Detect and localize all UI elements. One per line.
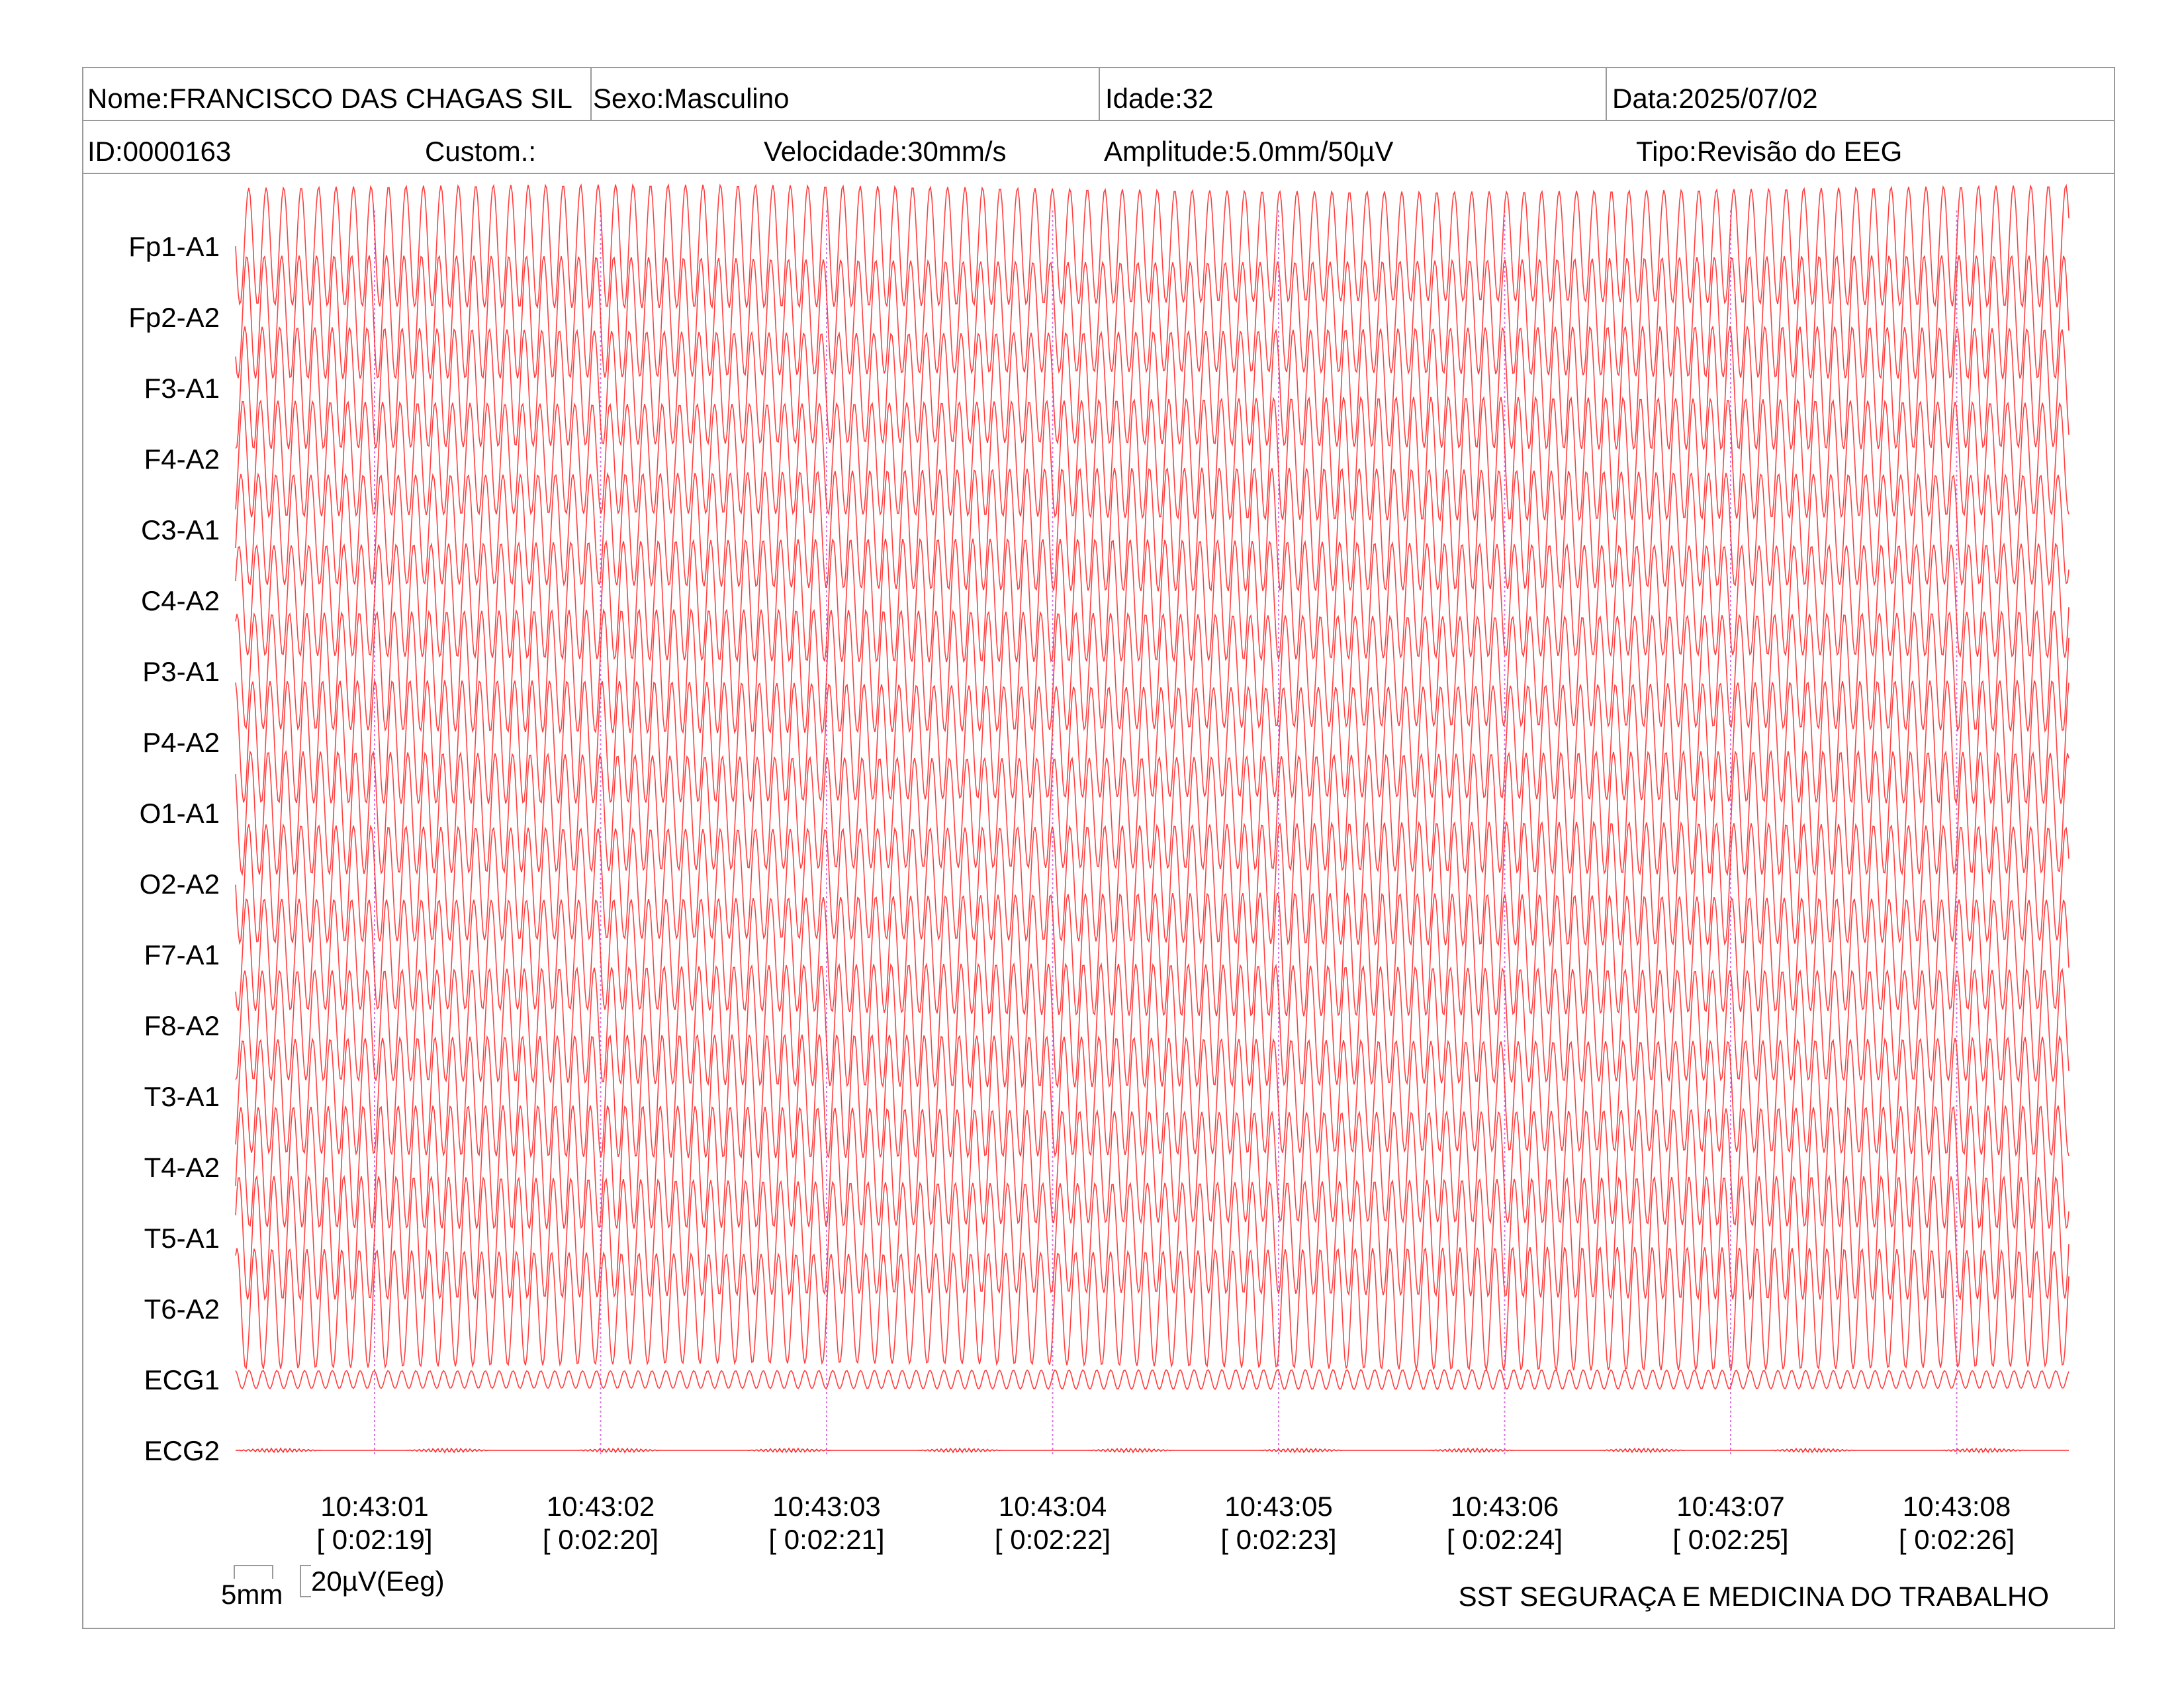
channel-trace — [235, 1033, 2070, 1159]
channel-label: ECG2 — [144, 1435, 220, 1466]
channel-trace — [235, 1368, 2070, 1391]
time-marker-clock: 10:43:05 — [1224, 1491, 1333, 1522]
channel-trace — [235, 1447, 2069, 1454]
channel-label: C4-A2 — [141, 585, 220, 616]
channel-trace — [235, 962, 2070, 1089]
channel-label: P3-A1 — [142, 656, 220, 687]
organization-name: SST SEGURAÇA E MEDICINA DO TRABALHO — [1458, 1581, 2049, 1612]
channel-trace — [235, 467, 2070, 592]
patient-sex: Sexo:Masculino — [593, 83, 790, 114]
channel-trace — [235, 538, 2070, 663]
time-marker-clock: 10:43:08 — [1903, 1491, 2011, 1522]
channel-label: T4-A2 — [144, 1152, 220, 1183]
channel-trace — [235, 183, 2070, 310]
time-marker-elapsed: [ 0:02:25] — [1672, 1524, 1788, 1555]
eeg-traces — [235, 183, 2070, 1454]
header-divider — [590, 67, 592, 120]
patient-id: ID:0000163 — [87, 136, 232, 167]
channel-trace — [235, 749, 2070, 876]
channel-label: Fp1-A1 — [128, 231, 220, 262]
channel-label: C3-A1 — [141, 514, 220, 545]
time-marker-elapsed: [ 0:02:24] — [1447, 1524, 1563, 1555]
channel-label: Fp2-A2 — [128, 302, 220, 333]
channel-label: T5-A1 — [144, 1223, 220, 1254]
channel-trace — [235, 1174, 2070, 1301]
channel-trace — [235, 395, 2070, 522]
channel-label: F3-A1 — [144, 373, 220, 404]
scale-bar — [234, 1565, 311, 1597]
amplitude-scale-bracket — [300, 1565, 311, 1597]
exam-type: Tipo:Revisão do EEG — [1636, 136, 1903, 167]
channel-label: F4-A2 — [144, 444, 220, 475]
header-row-exam: ID:0000163 Custom.: Velocidade:30mm/s Am… — [82, 120, 2115, 174]
channel-label: O1-A1 — [140, 798, 220, 829]
time-marker-clock: 10:43:03 — [772, 1491, 881, 1522]
time-marker-clock: 10:43:04 — [999, 1491, 1107, 1522]
time-marker-elapsed: [ 0:02:23] — [1220, 1524, 1336, 1555]
channel-trace — [235, 1105, 2070, 1229]
header-divider — [1606, 67, 1607, 120]
channel-trace — [235, 680, 2070, 804]
channel-trace — [235, 820, 2070, 947]
time-marker-clock: 10:43:01 — [320, 1491, 429, 1522]
channel-label: P4-A2 — [142, 727, 220, 758]
time-scale-bracket — [234, 1565, 273, 1579]
channel-trace — [235, 325, 2070, 451]
time-marker-clock: 10:43:06 — [1451, 1491, 1559, 1522]
exam-date: Data:2025/07/02 — [1612, 83, 1818, 114]
channel-trace — [235, 608, 2070, 735]
time-marker-elapsed: [ 0:02:22] — [995, 1524, 1111, 1555]
time-marker-elapsed: [ 0:02:21] — [768, 1524, 884, 1555]
amplitude-scale-label: 20µV(Eeg) — [311, 1566, 445, 1597]
patient-name: Nome:FRANCISCO DAS CHAGAS SIL — [87, 83, 572, 114]
channel-trace — [235, 892, 2070, 1017]
custom-field: Custom.: — [425, 136, 537, 167]
channel-label: ECG1 — [144, 1364, 220, 1395]
patient-age: Idade:32 — [1105, 83, 1214, 114]
channel-label: F8-A2 — [144, 1010, 220, 1041]
header-row-patient: Nome:FRANCISCO DAS CHAGAS SIL Sexo:Mascu… — [82, 67, 2115, 121]
time-marker-clock: 10:43:07 — [1676, 1491, 1785, 1522]
header-divider — [1099, 67, 1100, 120]
channel-label: T6-A2 — [144, 1293, 220, 1325]
time-scale-label: 5mm — [221, 1579, 283, 1610]
channel-label: O2-A2 — [140, 868, 220, 900]
channel-label: F7-A1 — [144, 939, 220, 970]
channel-label: T3-A1 — [144, 1081, 220, 1112]
channel-trace — [235, 255, 2070, 379]
time-marker-elapsed: [ 0:02:26] — [1899, 1524, 2015, 1555]
time-axis-labels: 10:43:01[ 0:02:19] 10:43:02[ 0:02:20] 10:4… — [316, 1491, 2015, 1555]
time-marker-elapsed: [ 0:02:20] — [543, 1524, 659, 1555]
channel-trace — [235, 1246, 2070, 1372]
amplitude-setting: Amplitude:5.0mm/50µV — [1104, 136, 1394, 167]
channel-labels: Fp1-A1 Fp2-A2 F3-A1 F4-A2 C3-A1 C4-A2 P3-A1 P4-… — [128, 231, 220, 1466]
time-marker-elapsed: [ 0:02:19] — [316, 1524, 432, 1555]
time-marker-clock: 10:43:02 — [547, 1491, 655, 1522]
sweep-speed: Velocidade:30mm/s — [764, 136, 1007, 167]
